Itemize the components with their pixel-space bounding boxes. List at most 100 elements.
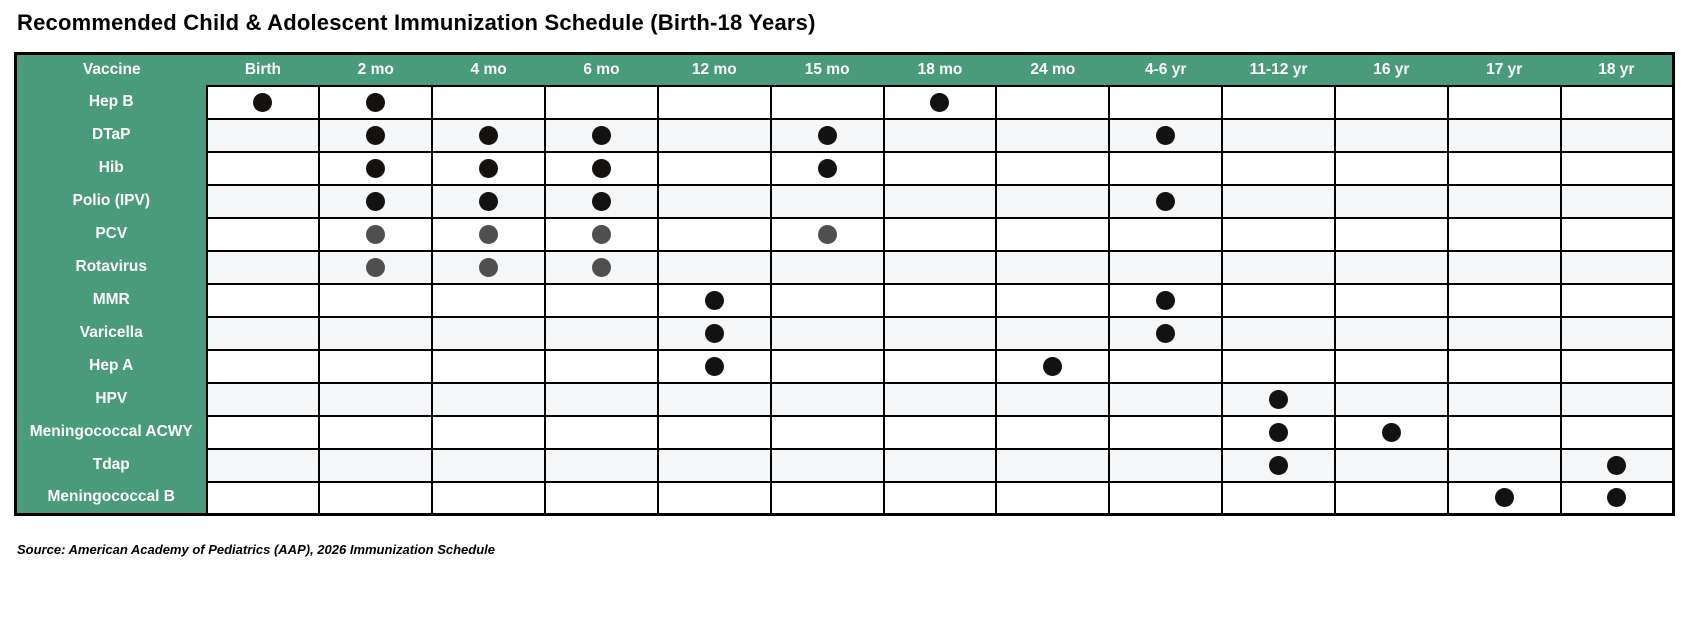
cell-hpv-16-yr [1333,381,1449,417]
row-label-pcv: PCV [15,217,207,251]
row-label-varicella: Varicella [15,316,207,350]
vaccine-row-meningococcal-acwy: Meningococcal ACWY [15,414,1675,450]
cell-meningococcal-acwy-17-yr [1446,414,1562,450]
cell-mmr-4-mo [431,282,547,318]
page-title: Recommended Child & Adolescent Immunizat… [17,10,816,35]
cell-meningococcal-acwy-12-mo [656,414,772,450]
column-header-18-yr: 18 yr [1560,53,1674,86]
dose-dot [1381,422,1401,442]
dose-dot [1043,356,1063,376]
cell-hpv-4-6-yr [1108,381,1224,417]
cell-hpv-17-yr [1446,381,1562,417]
cell-rotavirus-18-mo [882,249,998,285]
table-body: Hep B DTaP Hib Polio (IPV) PCV Rotavirus MMR Va… [15,84,1675,516]
dose-dot [1494,488,1514,508]
cell-hep-a-4-mo [431,348,547,384]
cell-hep-b-2-mo [318,84,434,120]
row-label-dtap: DTaP [15,118,207,152]
column-header-15-mo: 15 mo [770,53,884,86]
cell-hpv-6-mo [544,381,659,417]
cell-varicella-15-mo [769,315,885,351]
cell-mmr-16-yr [1333,282,1449,318]
column-header-16-yr: 16 yr [1334,53,1448,86]
cell-polio-ipv-18-yr [1559,183,1675,219]
row-label-hpv: HPV [15,382,207,416]
cell-varicella-11-12-yr [1221,315,1336,351]
cell-meningococcal-b-24-mo [995,480,1111,516]
column-header-6-mo: 6 mo [545,53,658,86]
cell-hep-b-11-12-yr [1221,84,1336,120]
source-note: Source: American Academy of Pediatrics (… [17,542,496,557]
cell-meningococcal-acwy-16-yr [1333,414,1449,450]
vaccine-row-hib: Hib [15,150,1675,186]
cell-hib-16-yr [1333,150,1449,186]
cell-hib-15-mo [769,150,885,186]
header-row: Vaccine Birth 2 mo 4 mo 6 mo 12 mo 15 mo 18 mo 2… [15,53,1674,86]
cell-polio-ipv-6-mo [544,183,659,219]
cell-polio-ipv-4-mo [431,183,547,219]
cell-hep-b-24-mo [995,84,1111,120]
cell-rotavirus-16-yr [1333,249,1449,285]
dose-dot [479,158,499,178]
cell-tdap-16-yr [1333,447,1449,483]
cell-mmr-2-mo [318,282,434,318]
cell-hep-a-16-yr [1333,348,1449,384]
cell-meningococcal-acwy-15-mo [769,414,885,450]
dose-dot [366,224,386,244]
cell-hib-11-12-yr [1221,150,1336,186]
cell-hib-4-mo [431,150,547,186]
cell-hpv-12-mo [656,381,772,417]
cell-mmr-11-12-yr [1221,282,1336,318]
column-header-24-mo: 24 mo [996,53,1110,86]
cell-hpv-2-mo [318,381,434,417]
cell-mmr-17-yr [1446,282,1562,318]
row-label-meningococcal-b: Meningococcal B [15,481,207,515]
cell-tdap-17-yr [1446,447,1562,483]
cell-dtap-12-mo [656,117,772,153]
cell-mmr-birth [205,282,321,318]
cell-varicella-16-yr [1333,315,1449,351]
cell-polio-ipv-24-mo [995,183,1111,219]
dose-dot [817,224,837,244]
dose-dot [930,92,950,112]
cell-mmr-12-mo [656,282,772,318]
cell-meningococcal-b-15-mo [769,480,885,516]
dose-dot [1156,125,1176,145]
cell-tdap-6-mo [544,447,659,483]
cell-tdap-18-yr [1559,447,1675,483]
cell-pcv-birth [205,216,321,252]
cell-hib-4-6-yr [1108,150,1224,186]
cell-meningococcal-b-6-mo [544,480,659,516]
cell-dtap-6-mo [544,117,659,153]
column-header-12-mo: 12 mo [657,53,771,86]
row-label-hep-a: Hep A [15,349,207,383]
vaccine-row-mmr: MMR [15,282,1675,318]
cell-hep-b-12-mo [656,84,772,120]
dose-dot [479,125,499,145]
cell-hep-a-18-yr [1559,348,1675,384]
table-header: Vaccine Birth 2 mo 4 mo 6 mo 12 mo 15 mo 18 mo 2… [15,53,1674,86]
cell-polio-ipv-2-mo [318,183,434,219]
cell-hep-a-11-12-yr [1221,348,1336,384]
cell-hpv-18-mo [882,381,998,417]
dose-dot [1156,290,1176,310]
dose-dot [817,125,837,145]
cell-tdap-4-6-yr [1108,447,1224,483]
column-header-4-mo: 4 mo [432,53,546,86]
column-header-18-mo: 18 mo [883,53,997,86]
cell-meningococcal-acwy-6-mo [544,414,659,450]
cell-pcv-6-mo [544,216,659,252]
column-header-4-6-yr: 4-6 yr [1109,53,1223,86]
vaccine-row-meningococcal-b: Meningococcal B [15,480,1675,516]
dose-dot [1269,422,1289,442]
cell-polio-ipv-18-mo [882,183,998,219]
row-label-tdap: Tdap [15,448,207,482]
cell-dtap-15-mo [769,117,885,153]
cell-tdap-18-mo [882,447,998,483]
cell-mmr-24-mo [995,282,1111,318]
cell-mmr-6-mo [544,282,659,318]
dose-dot [591,191,611,211]
dose-dot [1607,455,1627,475]
cell-hep-a-12-mo [656,348,772,384]
row-label-meningococcal-acwy: Meningococcal ACWY [15,415,207,449]
